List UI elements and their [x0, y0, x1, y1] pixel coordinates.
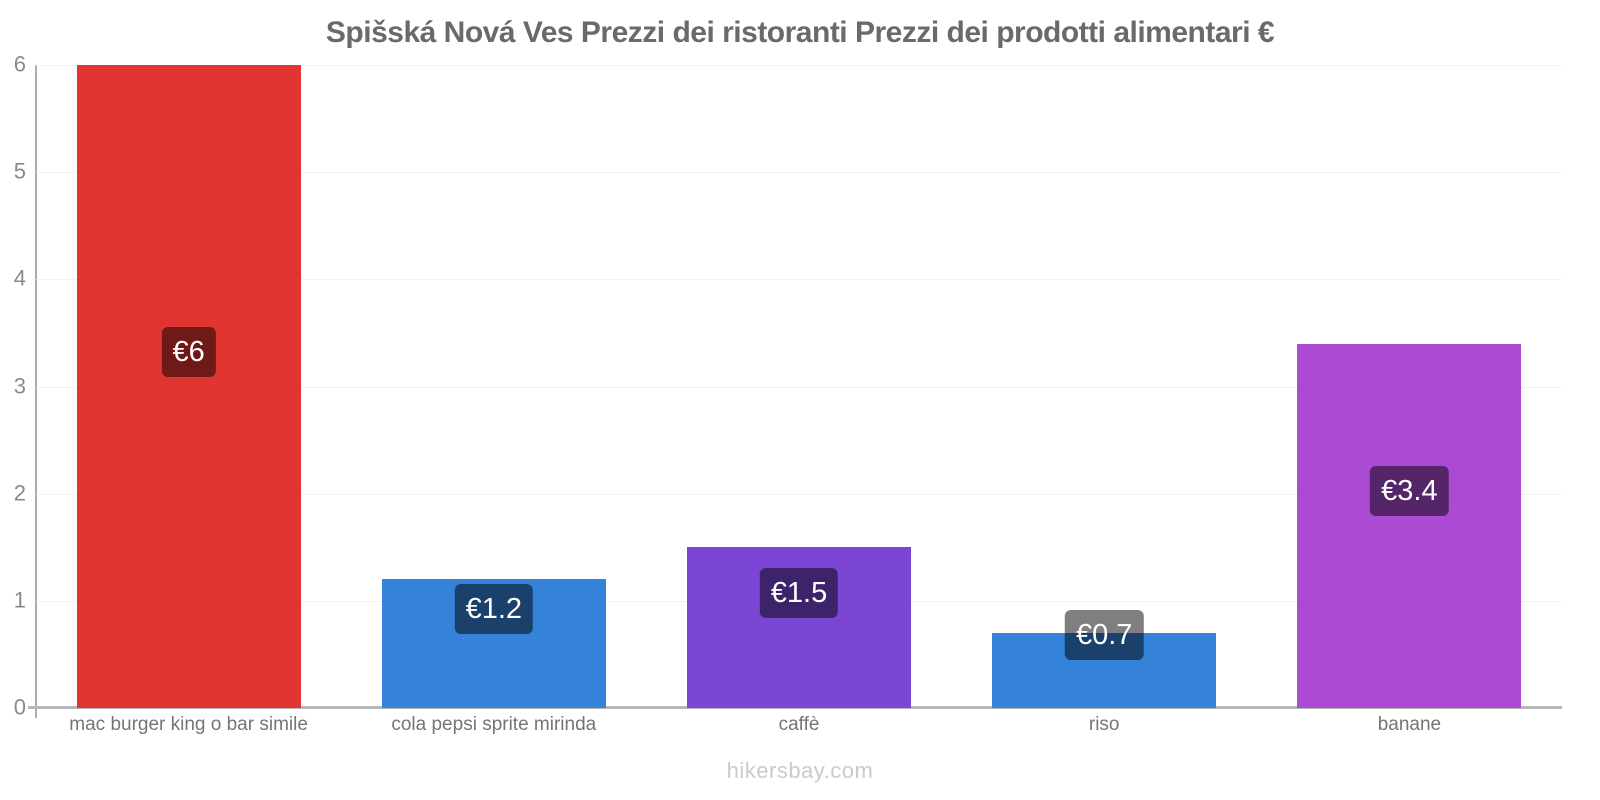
- bar: [76, 65, 301, 708]
- x-category-label: mac burger king o bar simile: [69, 714, 308, 735]
- y-tick-label: 1: [13, 587, 26, 613]
- gridline: [36, 172, 1562, 174]
- gridline: [36, 279, 1562, 281]
- y-tick-label: 2: [13, 480, 26, 506]
- y-tick-label: 4: [13, 265, 26, 291]
- gridline: [36, 493, 1562, 495]
- y-tick-label: 6: [13, 51, 26, 77]
- bar: [1297, 343, 1522, 708]
- y-tick-label: 5: [13, 158, 26, 184]
- watermark: hikersbay.com: [726, 758, 874, 783]
- bar-value-badge: €1.5: [759, 567, 839, 618]
- gridline: [36, 65, 1562, 66]
- bar-value-badge: €0.7: [1064, 610, 1144, 661]
- y-tick-label: 0: [13, 694, 26, 720]
- y-tick-label: 3: [13, 373, 26, 399]
- gridline: [36, 386, 1562, 388]
- x-category-label: caffè: [778, 714, 820, 735]
- bar-value-badge: €6: [161, 326, 216, 377]
- x-category-label: cola pepsi sprite mirinda: [391, 714, 597, 735]
- bar-value-badge: €3.4: [1370, 465, 1449, 516]
- x-category-label: banane: [1377, 714, 1442, 735]
- chart-title: Spišská Nová Ves Prezzi dei ristoranti P…: [325, 16, 1275, 49]
- x-category-label: riso: [1088, 714, 1120, 735]
- y-axis-line: [35, 65, 37, 718]
- bar-value-badge: €1.2: [454, 583, 534, 634]
